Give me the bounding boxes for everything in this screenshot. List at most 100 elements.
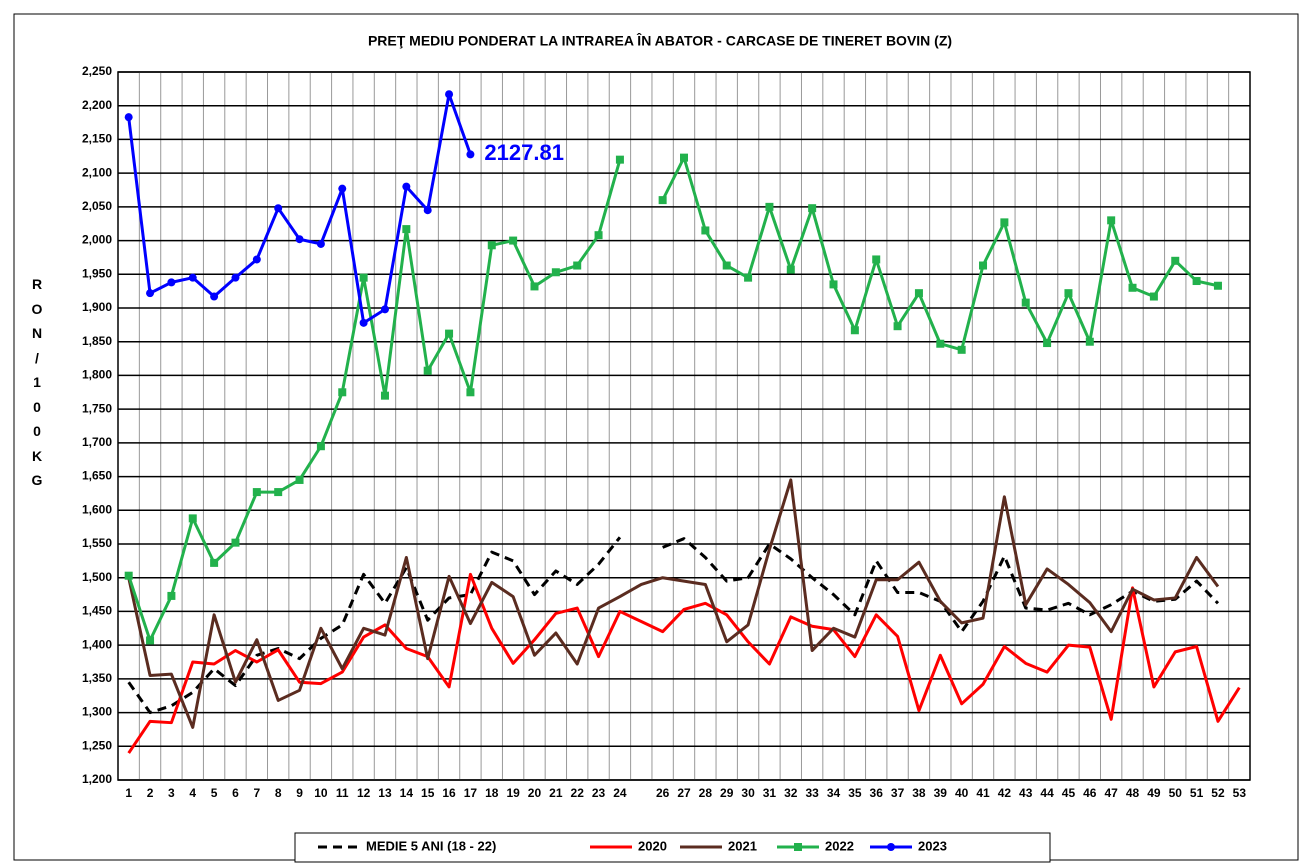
y-tick-label: 1,250: [82, 738, 112, 752]
x-tick-label: 2: [147, 786, 154, 800]
point-marker: [551, 268, 560, 277]
x-tick-label: 41: [976, 786, 990, 800]
x-tick-label: 47: [1104, 786, 1118, 800]
x-tick-label: 48: [1126, 786, 1140, 800]
point-marker: [914, 289, 923, 298]
point-marker: [231, 538, 240, 547]
x-tick-label: 19: [506, 786, 520, 800]
x-tick-label: 12: [357, 786, 371, 800]
point-marker: [1021, 298, 1030, 307]
y-tick-label: 1,950: [82, 266, 112, 280]
y-tick-label: 2,100: [82, 165, 112, 179]
point-marker: [316, 239, 325, 248]
y-tick-label: 1,800: [82, 368, 112, 382]
x-tick-label: 5: [211, 786, 218, 800]
point-marker: [530, 282, 539, 291]
x-tick-label: 11: [336, 786, 349, 800]
point-marker: [359, 318, 368, 327]
x-tick-label: 4: [189, 786, 196, 800]
y-tick-label: 1,350: [82, 671, 112, 685]
legend-label: 2021: [728, 838, 757, 853]
point-marker: [295, 235, 304, 244]
x-tick-label: 53: [1233, 786, 1247, 800]
point-marker: [722, 261, 731, 270]
legend-label: 2022: [825, 838, 854, 853]
x-tick-label: 46: [1083, 786, 1097, 800]
x-tick-label: 26: [656, 786, 670, 800]
x-tick-label: 29: [720, 786, 734, 800]
point-marker: [359, 273, 368, 282]
y-tick-label: 2,250: [82, 64, 112, 78]
x-tick-label: 40: [955, 786, 969, 800]
x-tick-label: 32: [784, 786, 798, 800]
y-tick-label: 1,600: [82, 502, 112, 516]
y-axis-label: RON / 100 KG: [31, 276, 43, 488]
x-tick-label: 43: [1019, 786, 1033, 800]
x-tick-label: 17: [464, 786, 478, 800]
point-marker: [274, 204, 283, 213]
y-tick-label: 1,550: [82, 536, 112, 550]
point-marker: [850, 326, 859, 335]
point-marker: [808, 204, 817, 213]
x-tick-label: 28: [699, 786, 713, 800]
point-marker: [210, 292, 219, 301]
y-tick-label: 1,650: [82, 469, 112, 483]
point-marker: [231, 273, 240, 282]
point-marker: [680, 153, 688, 162]
point-marker: [658, 196, 667, 205]
point-marker: [1107, 216, 1116, 225]
legend-label: 2020: [638, 838, 667, 853]
x-tick-label: 39: [934, 786, 948, 800]
x-tick-label: 14: [400, 786, 414, 800]
y-tick-label: 2,150: [82, 132, 112, 146]
point-marker: [1085, 337, 1094, 346]
point-marker: [957, 345, 966, 354]
x-tick-label: 51: [1190, 786, 1204, 800]
point-marker: [893, 322, 902, 331]
point-marker: [466, 388, 475, 397]
x-tick-label: 44: [1040, 786, 1054, 800]
x-tick-label: 9: [296, 786, 303, 800]
point-marker: [829, 280, 838, 289]
x-tick-label: 24: [613, 786, 627, 800]
x-tick-label: 49: [1147, 786, 1161, 800]
x-tick-label: 22: [571, 786, 585, 800]
point-marker: [936, 339, 945, 348]
point-marker: [701, 226, 710, 235]
point-marker: [380, 305, 389, 314]
legend-label: 2023: [918, 838, 947, 853]
y-tick-label: 1,300: [82, 705, 112, 719]
point-marker: [1213, 281, 1222, 290]
point-marker: [573, 261, 582, 270]
x-tick-label: 35: [848, 786, 862, 800]
point-marker: [146, 636, 155, 645]
point-marker: [1192, 277, 1201, 286]
series-line: [127, 478, 1220, 729]
point-marker: [1043, 339, 1052, 348]
point-marker: [1064, 289, 1073, 298]
point-marker: [744, 273, 753, 282]
x-tick-label: 33: [805, 786, 819, 800]
x-tick-label: 7: [253, 786, 260, 800]
x-tick-label: 23: [592, 786, 606, 800]
x-tick-label: 52: [1211, 786, 1225, 800]
y-tick-label: 2,200: [82, 98, 112, 112]
point-marker: [509, 236, 518, 245]
legend-marker: [887, 843, 895, 851]
y-tick-label: 1,400: [82, 637, 112, 651]
point-marker: [167, 278, 176, 287]
x-tick-label: 6: [232, 786, 239, 800]
point-marker: [423, 366, 432, 375]
x-tick-label: 16: [442, 786, 456, 800]
point-marker: [423, 206, 432, 215]
x-tick-label: 45: [1062, 786, 1076, 800]
y-tick-label: 1,900: [82, 300, 112, 314]
point-marker: [1171, 256, 1180, 265]
point-marker: [252, 488, 261, 497]
x-tick-label: 50: [1169, 786, 1183, 800]
x-tick-label: 20: [528, 786, 542, 800]
y-tick-label: 1,200: [82, 772, 112, 786]
x-tick-label: 21: [549, 786, 563, 800]
